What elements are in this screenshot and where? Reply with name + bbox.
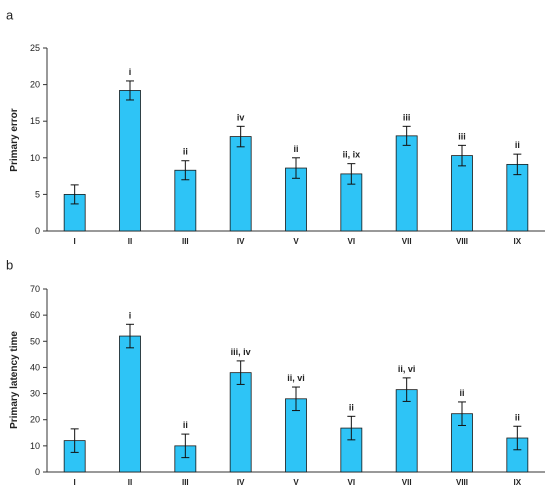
significance-label: ii <box>183 147 188 157</box>
significance-label: ii <box>459 388 464 398</box>
y-axis-title: Primary latency time <box>9 331 20 429</box>
x-tick-label: VII <box>402 478 412 487</box>
x-tick-label: IX <box>514 478 522 487</box>
significance-label: iii <box>458 131 466 141</box>
significance-label: iii <box>403 112 411 122</box>
y-tick-label: 0 <box>35 226 40 236</box>
bar <box>395 389 418 473</box>
y-tick-label: 10 <box>30 153 40 163</box>
x-tick-label: I <box>74 237 76 246</box>
significance-label: ii <box>183 420 188 430</box>
significance-label: iv <box>237 112 245 122</box>
significance-label: ii, vi <box>287 373 305 383</box>
bar <box>229 372 252 473</box>
x-tick-label: IV <box>237 478 245 487</box>
x-tick-label: VII <box>402 237 412 246</box>
significance-label: iii, iv <box>231 347 251 357</box>
y-tick-label: 5 <box>35 189 40 199</box>
significance-label: ii, ix <box>343 150 361 160</box>
panel-label: a <box>6 8 14 23</box>
chart-panel-a: a Primary error 0 5 10 15 20 25 Ii II ii III iv IV ii V… <box>6 8 545 246</box>
x-tick-label: VIII <box>456 237 468 246</box>
x-tick-label: VI <box>348 237 356 246</box>
significance-label: ii <box>349 402 354 412</box>
panel-label: b <box>6 258 13 273</box>
significance-label: ii <box>293 144 298 154</box>
bar <box>119 90 141 232</box>
significance-label: ii, vi <box>398 364 416 374</box>
x-tick-label: II <box>128 237 132 246</box>
significance-label: ii <box>515 412 520 422</box>
y-tick-label: 30 <box>30 389 40 399</box>
y-tick-label: 40 <box>30 362 40 372</box>
y-axis-title: Primary error <box>9 108 20 171</box>
y-tick-label: 70 <box>30 284 40 294</box>
y-tick-label: 50 <box>30 336 40 346</box>
bar <box>451 155 473 232</box>
x-tick-label: V <box>293 478 299 487</box>
y-tick-label: 20 <box>30 415 40 425</box>
x-tick-label: III <box>182 237 189 246</box>
significance-label: i <box>129 67 132 77</box>
x-tick-label: III <box>182 478 189 487</box>
bar <box>119 335 141 473</box>
x-tick-label: I <box>74 478 76 487</box>
bar <box>229 136 252 232</box>
x-tick-label: IV <box>237 237 245 246</box>
y-tick-label: 25 <box>30 43 40 53</box>
significance-label: i <box>129 310 132 320</box>
x-tick-label: VI <box>348 478 356 487</box>
y-tick-label: 20 <box>30 80 40 90</box>
y-tick-label: 10 <box>30 441 40 451</box>
x-tick-label: V <box>293 237 299 246</box>
significance-label: ii <box>515 140 520 150</box>
y-tick-label: 15 <box>30 116 40 126</box>
y-tick-label: 60 <box>30 310 40 320</box>
x-tick-label: IX <box>514 237 522 246</box>
x-tick-label: VIII <box>456 478 468 487</box>
y-tick-label: 0 <box>35 467 40 477</box>
x-tick-label: II <box>128 478 132 487</box>
bar <box>395 135 418 232</box>
chart-panel-b: b Primary latency time 0 10 20 30 40 50 60 70 Ii II… <box>6 258 545 487</box>
